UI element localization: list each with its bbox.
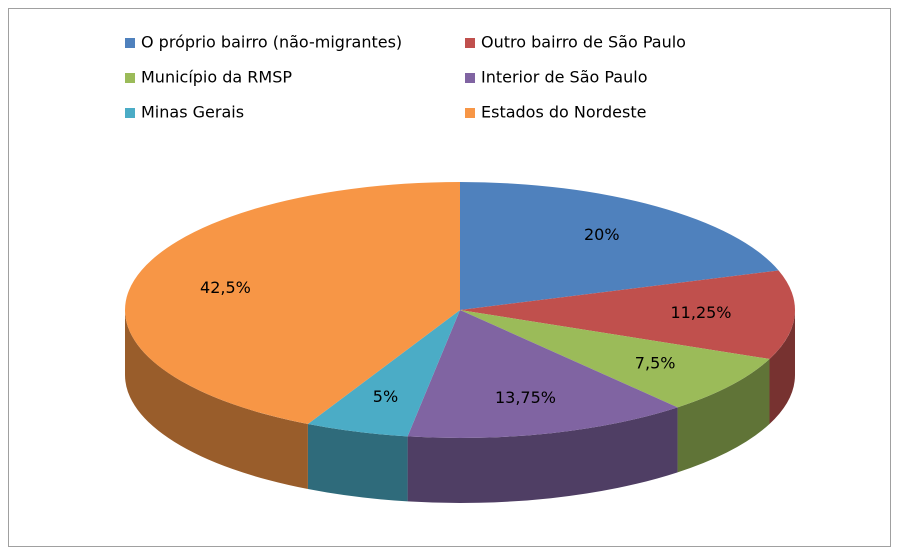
data-label: 11,25% — [671, 303, 732, 322]
legend-swatch — [125, 73, 135, 83]
slice — [460, 270, 795, 359]
legend-label: Minas Gerais — [141, 103, 244, 122]
slice — [407, 310, 678, 438]
legend-label: Município da RMSP — [141, 68, 292, 87]
slice-side — [407, 407, 678, 503]
slice — [460, 310, 770, 408]
legend-swatch — [465, 38, 475, 48]
data-label: 13,75% — [495, 388, 556, 407]
legend-label: O próprio bairro (não-migrantes) — [141, 33, 402, 52]
data-label: 42,5% — [200, 278, 251, 297]
data-label: 5% — [373, 387, 398, 406]
slice — [307, 310, 460, 437]
legend-swatch — [125, 108, 135, 118]
slice-side — [677, 358, 770, 473]
legend-swatch — [125, 38, 135, 48]
legend-label: Outro bairro de São Paulo — [481, 33, 686, 52]
slice-side — [125, 310, 308, 490]
data-label: 20% — [584, 225, 620, 244]
legend-label: Estados do Nordeste — [481, 103, 646, 122]
data-label: 7,5% — [635, 354, 676, 373]
slice — [125, 182, 461, 425]
legend-swatch — [465, 108, 475, 118]
slice-side — [769, 310, 795, 424]
legend-swatch — [465, 73, 475, 83]
legend-label: Interior de São Paulo — [481, 68, 647, 87]
slice-side — [307, 424, 408, 502]
slice — [460, 182, 779, 310]
